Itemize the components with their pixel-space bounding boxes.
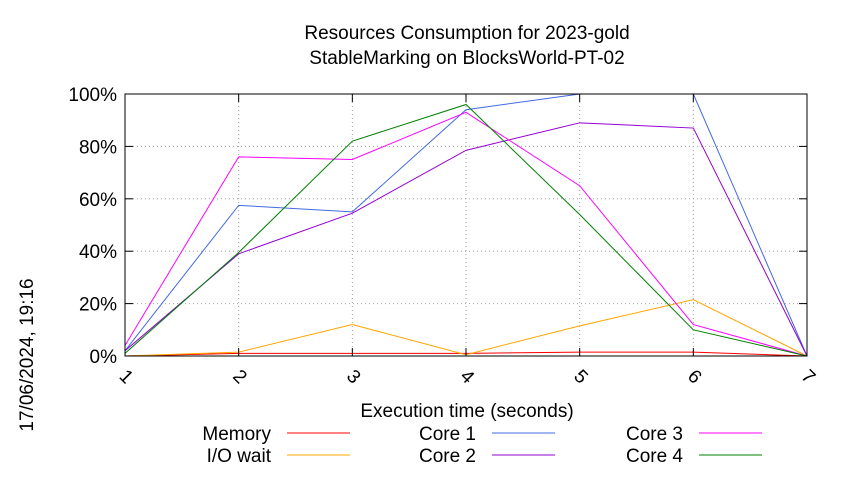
x-tick-label: 2 [228, 366, 250, 388]
x-tick-label: 7 [797, 366, 819, 388]
legend-label-memory: Memory [202, 424, 271, 445]
x-tick-label: 3 [342, 366, 364, 388]
legend-label-core-4: Core 4 [626, 446, 683, 467]
chart-title-line-2: StableMarking on BlocksWorld-PT-02 [309, 48, 624, 69]
legend-label-core-3: Core 3 [626, 424, 683, 445]
chart-title-line-1: Resources Consumption for 2023-gold [304, 23, 629, 44]
y-tick-label: 40% [79, 242, 117, 263]
grid-layer [125, 94, 807, 356]
axis-layer: 0% 20% 40% 60% 80% 100% 1 2 3 4 5 6 7 [68, 85, 819, 389]
x-axis-label: Execution time (seconds) [360, 401, 573, 422]
legend-label-core-2: Core 2 [419, 446, 476, 467]
timestamp-label: 17/06/2024, 19:16 [17, 278, 38, 431]
y-tick-label: 100% [68, 85, 117, 106]
x-tick-label: 5 [569, 366, 591, 388]
y-tick-label: 20% [79, 295, 117, 316]
series-line-core-2 [124, 122, 808, 357]
series-line-core-3 [124, 111, 808, 357]
y-tick-label: 0% [90, 347, 118, 368]
series-line-core-1 [124, 93, 808, 357]
y-tick-label: 60% [79, 190, 117, 211]
x-tick-label: 4 [456, 366, 479, 389]
series-layer [124, 93, 808, 357]
x-tick-label: 6 [683, 366, 705, 388]
series-line-core-4 [124, 103, 808, 357]
plot-frame [124, 93, 808, 357]
y-tick-label: 80% [79, 137, 117, 158]
legend-label-i-o-wait: I/O wait [207, 446, 272, 467]
x-tick-label: 1 [115, 366, 137, 388]
legend-label-core-1: Core 1 [419, 424, 476, 445]
